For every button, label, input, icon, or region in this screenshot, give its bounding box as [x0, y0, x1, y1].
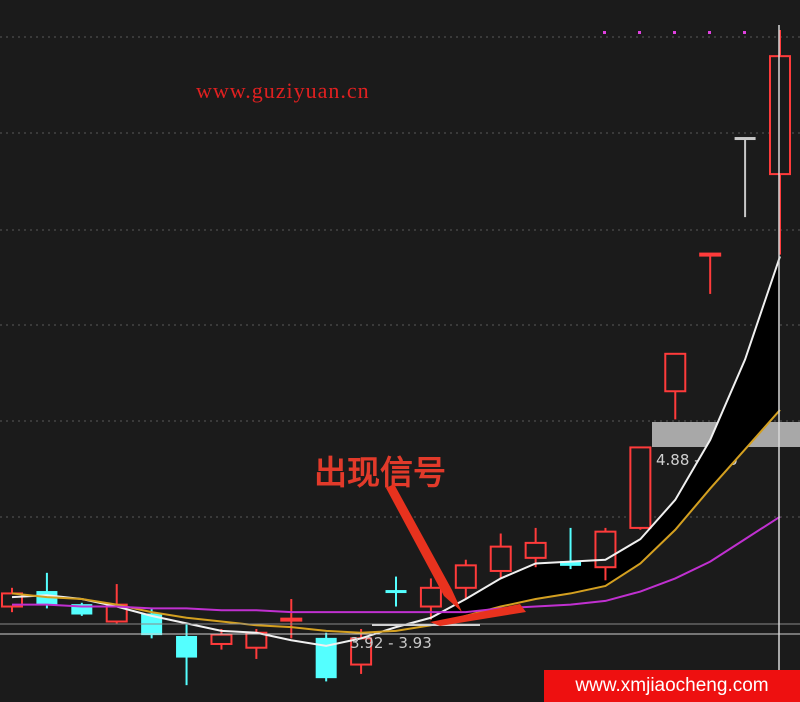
moving-average-line [11, 256, 781, 647]
candle-body [454, 564, 477, 589]
candle-body [210, 633, 233, 645]
dot [673, 31, 676, 34]
candle-body [594, 530, 617, 569]
moving-average-line [11, 409, 781, 634]
dot [638, 31, 641, 34]
candle-body [315, 637, 337, 679]
plot-area [1, 29, 791, 686]
watermark-box [544, 670, 800, 702]
candle-body [71, 604, 93, 615]
candle-body [699, 252, 722, 257]
candle-body [734, 137, 756, 141]
watermark: www.guziyuan.cn [196, 78, 370, 103]
range-label: 3.92 - 3.93 [350, 634, 432, 652]
candle-body [280, 617, 303, 622]
candle-body [176, 635, 198, 658]
candle-body [769, 55, 791, 176]
candle-body [489, 545, 512, 572]
candle-body [629, 446, 652, 529]
dot [603, 31, 606, 34]
watermark: www.xmjiaocheng.com [574, 675, 768, 696]
candle-body [419, 586, 442, 608]
moving-average-line [12, 515, 781, 614]
candle-body [524, 541, 547, 559]
signal-arrow [386, 484, 462, 612]
marker-dots [603, 31, 746, 34]
signal-label: 出现信号 [314, 454, 446, 491]
dot [743, 31, 746, 34]
candle-body [664, 352, 687, 393]
signal-wedge [430, 604, 526, 626]
candle-body [385, 590, 407, 594]
dot [708, 31, 711, 34]
